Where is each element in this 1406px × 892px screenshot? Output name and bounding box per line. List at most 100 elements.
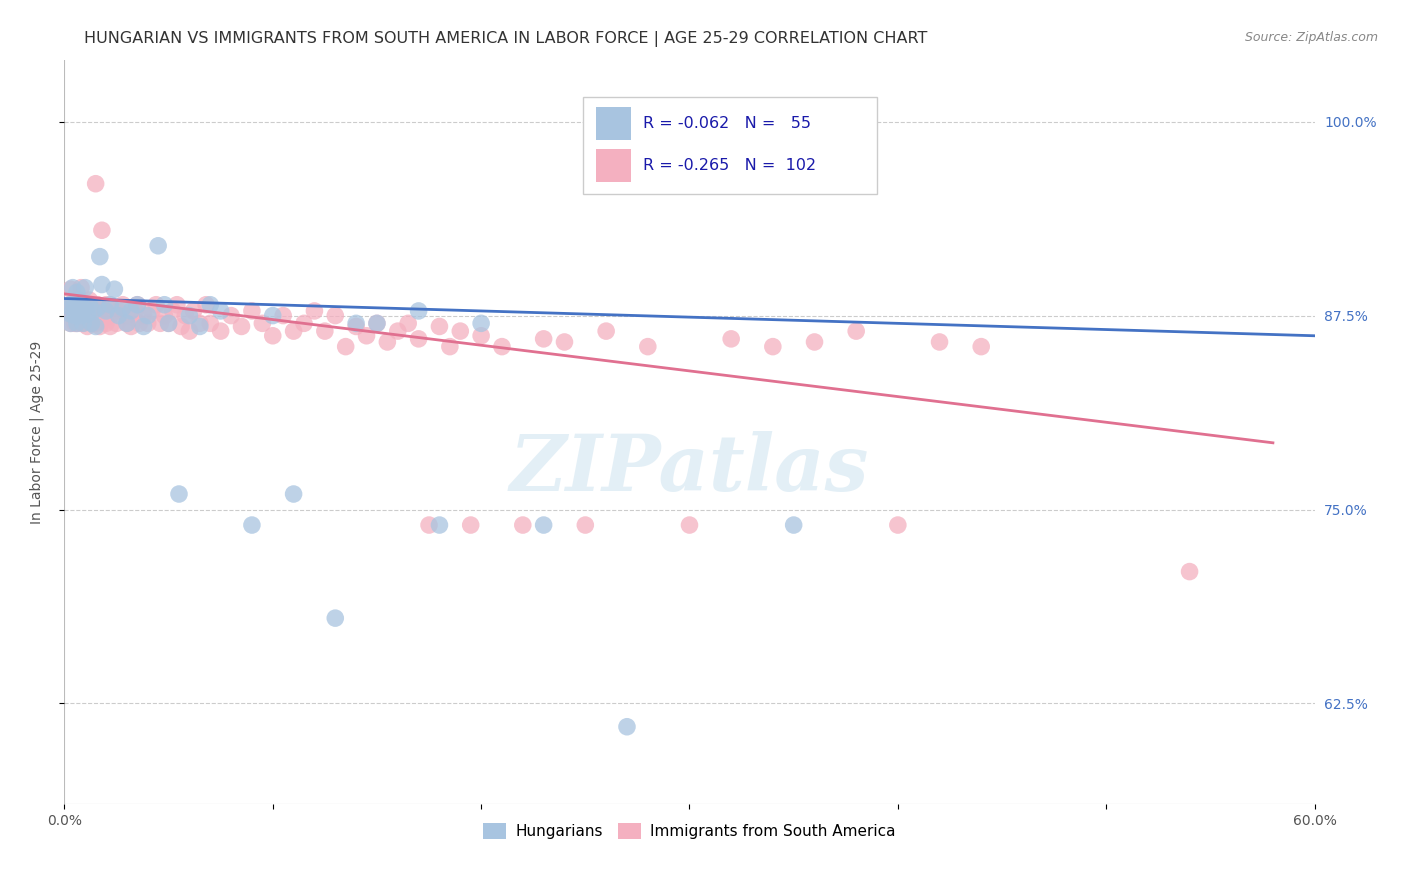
Point [105, 317, 128, 331]
Point [98, 319, 121, 334]
Point [59, 317, 82, 331]
Text: Source: ZipAtlas.com: Source: ZipAtlas.com [1244, 31, 1378, 45]
Point [252, 317, 274, 331]
Point [136, 309, 159, 323]
Point [80, 298, 103, 312]
Point [153, 298, 176, 312]
Point [132, 309, 155, 323]
Point [115, 317, 138, 331]
Point [408, 332, 430, 346]
Point [70, 317, 93, 331]
Point [128, 317, 150, 331]
Point [439, 340, 461, 354]
Point [262, 309, 284, 323]
Point [67, 298, 90, 312]
Point [720, 332, 742, 346]
Point [80, 317, 103, 331]
Point [209, 304, 232, 318]
Point [240, 304, 263, 318]
Point [66, 317, 89, 331]
Point [87, 301, 110, 315]
Point [366, 317, 388, 331]
Point [103, 282, 125, 296]
Point [84, 177, 107, 191]
Point [136, 317, 159, 331]
Point [283, 324, 305, 338]
Point [84, 317, 107, 331]
Point [283, 487, 305, 501]
Point [90, 277, 112, 292]
Y-axis label: In Labor Force | Age 25-29: In Labor Force | Age 25-29 [30, 341, 44, 524]
Point [89, 309, 111, 323]
Point [595, 324, 617, 338]
Point [418, 518, 440, 533]
Point [167, 487, 190, 501]
Point [574, 518, 596, 533]
Point [63, 298, 86, 312]
Point [970, 340, 993, 354]
Point [616, 720, 638, 734]
Point [887, 518, 910, 533]
Point [63, 309, 86, 323]
Point [94, 298, 117, 312]
Point [512, 518, 534, 533]
Point [231, 319, 253, 334]
Point [387, 324, 409, 338]
Point [845, 324, 868, 338]
Point [219, 309, 242, 323]
Point [98, 309, 121, 323]
Point [344, 319, 367, 334]
Point [292, 317, 315, 331]
Point [314, 324, 336, 338]
Point [79, 298, 101, 312]
Point [396, 317, 419, 331]
FancyBboxPatch shape [596, 106, 631, 140]
Point [179, 309, 201, 323]
Point [124, 304, 146, 318]
Point [146, 239, 169, 253]
FancyBboxPatch shape [596, 149, 631, 183]
Point [67, 293, 90, 307]
Point [928, 334, 950, 349]
Point [103, 301, 125, 315]
Point [83, 309, 105, 323]
FancyBboxPatch shape [583, 97, 877, 194]
Point [59, 317, 82, 331]
Point [67, 304, 90, 318]
Legend: Hungarians, Immigrants from South America: Hungarians, Immigrants from South Americ… [477, 817, 901, 845]
Point [200, 317, 222, 331]
Point [59, 282, 82, 296]
Point [67, 304, 90, 318]
Point [637, 340, 659, 354]
Point [115, 317, 138, 331]
Point [58, 299, 80, 313]
Point [75, 280, 97, 294]
Point [79, 304, 101, 318]
Point [72, 301, 94, 315]
Point [62, 296, 84, 310]
Point [141, 304, 163, 318]
Point [76, 307, 98, 321]
Text: HUNGARIAN VS IMMIGRANTS FROM SOUTH AMERICA IN LABOR FORCE | AGE 25-29 CORRELATIO: HUNGARIAN VS IMMIGRANTS FROM SOUTH AMERI… [84, 31, 928, 47]
Point [174, 309, 197, 323]
Point [89, 250, 111, 264]
Point [76, 319, 98, 334]
Point [449, 324, 471, 338]
Point [145, 298, 167, 312]
Point [70, 309, 93, 323]
Point [58, 301, 80, 315]
Point [84, 319, 107, 334]
Point [66, 293, 89, 307]
Point [63, 304, 86, 318]
Point [377, 334, 399, 349]
Point [188, 319, 211, 334]
Point [170, 319, 193, 334]
Point [209, 324, 232, 338]
Point [782, 518, 804, 533]
Point [240, 518, 263, 533]
Point [87, 298, 110, 312]
Point [75, 298, 97, 312]
Point [553, 334, 575, 349]
Point [803, 334, 825, 349]
Point [90, 223, 112, 237]
